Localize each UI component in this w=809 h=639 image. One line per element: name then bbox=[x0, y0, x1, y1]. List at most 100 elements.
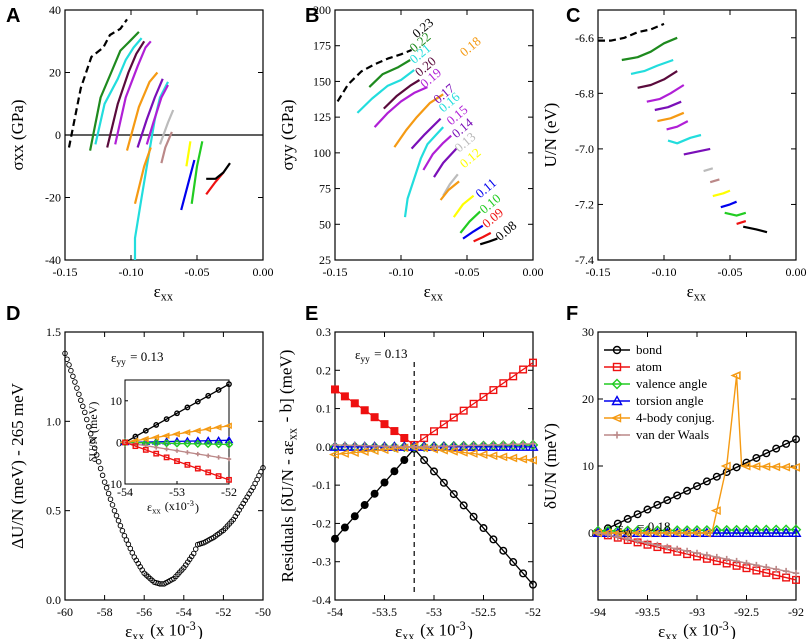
circle-marker bbox=[519, 569, 528, 578]
panel-E: E -54 -53.5 -53 -52.5 -52 -0.4 -0.3 -0.2 -0.1 0.0 0… bbox=[277, 303, 541, 639]
legend-label: bond bbox=[636, 342, 663, 357]
square-marker bbox=[390, 427, 399, 436]
square-marker bbox=[142, 446, 149, 453]
data-point bbox=[89, 438, 96, 444]
panel-C: C -0.15 -0.10 -0.05 0.00 -7.4 -7.2 -7.0 -6.8 -6.6… bbox=[541, 5, 807, 304]
triangle-left-marker bbox=[641, 528, 652, 538]
series-line bbox=[106, 40, 146, 148]
triangle-marker bbox=[193, 436, 203, 444]
data-point bbox=[72, 379, 78, 385]
panel-label-A: A bbox=[6, 5, 20, 27]
y-tick-label: -0.2 bbox=[312, 516, 331, 530]
series-label: 0.18 bbox=[457, 33, 484, 59]
series-line bbox=[703, 167, 714, 173]
circle-marker bbox=[683, 486, 692, 495]
diamond-marker bbox=[751, 524, 762, 536]
circle-marker bbox=[792, 435, 801, 444]
inset-y-tick-label: -10 bbox=[106, 477, 122, 491]
plus-marker bbox=[693, 549, 701, 557]
series-line bbox=[433, 147, 458, 178]
x-axis-label: εxx bbox=[424, 281, 445, 304]
series-line bbox=[136, 78, 164, 148]
triangle-left-marker bbox=[182, 429, 191, 436]
diamond-marker bbox=[204, 439, 213, 449]
series-line bbox=[742, 225, 768, 234]
triangle-marker bbox=[224, 435, 234, 444]
triangle-marker bbox=[468, 441, 480, 451]
legend-label: valence angle bbox=[636, 376, 707, 391]
series-line bbox=[393, 93, 444, 148]
x-tick-label: 0.00 bbox=[523, 265, 544, 279]
triangle-marker bbox=[711, 527, 723, 537]
inset-x-axis-label: εxx (x10-3 ) bbox=[147, 498, 199, 515]
series-line bbox=[89, 31, 140, 151]
plus-marker bbox=[664, 543, 671, 551]
series-line bbox=[646, 84, 685, 103]
square-marker bbox=[449, 413, 458, 422]
data-point bbox=[62, 350, 68, 357]
triangle-left-marker bbox=[631, 528, 642, 538]
series-line bbox=[473, 231, 492, 243]
triangle-left-marker bbox=[161, 432, 170, 439]
circle-marker bbox=[163, 416, 170, 423]
data-point bbox=[192, 546, 199, 552]
circle-marker bbox=[479, 524, 488, 533]
triangle-left-marker bbox=[681, 528, 692, 538]
triangle-left-marker bbox=[358, 447, 369, 457]
x-tick-label: -60 bbox=[57, 605, 73, 619]
series-line bbox=[383, 79, 421, 110]
plot-frame bbox=[64, 331, 264, 601]
plus-marker bbox=[713, 553, 721, 561]
plus-marker bbox=[226, 456, 232, 462]
diamond-marker bbox=[711, 524, 723, 536]
x-tick-label: 0.00 bbox=[786, 265, 807, 279]
legend-label: van der Waals bbox=[636, 427, 709, 442]
triangle-left-marker bbox=[730, 371, 741, 380]
series-line bbox=[422, 134, 452, 171]
x-axis-label: εxx (x 10-3 ) bbox=[658, 619, 736, 639]
square-marker bbox=[469, 399, 478, 408]
data-point bbox=[105, 490, 112, 497]
square-marker bbox=[205, 469, 212, 476]
data-point bbox=[123, 537, 130, 543]
y-tick-label: 125 bbox=[313, 110, 331, 124]
triangle-marker bbox=[497, 441, 509, 451]
legend-label: 4-body conjug. bbox=[636, 410, 715, 425]
plus-marker bbox=[391, 443, 398, 450]
circle-marker bbox=[184, 404, 191, 411]
data-point bbox=[107, 496, 114, 502]
triangle-marker bbox=[214, 435, 224, 444]
plus-marker bbox=[723, 555, 730, 563]
circle-marker bbox=[732, 463, 741, 472]
y-tick-label: -0.4 bbox=[312, 593, 331, 607]
triangle-marker bbox=[507, 441, 519, 451]
x-axis-label: εxx (x 10-3 ) bbox=[395, 619, 473, 639]
series-line bbox=[666, 120, 689, 131]
panel-D: D -60 -58 -56 -54 -52 -50 0.0 0.5 1.0 1.5 εxx (x 10… bbox=[6, 303, 271, 639]
square-marker bbox=[509, 372, 518, 381]
triangle-left-marker bbox=[338, 449, 349, 458]
panel-label-D: D bbox=[6, 303, 20, 325]
series-line bbox=[114, 40, 152, 145]
triangle-marker bbox=[527, 441, 539, 451]
triangle-marker bbox=[750, 527, 762, 537]
series-line bbox=[356, 69, 415, 114]
plus-marker bbox=[430, 443, 438, 450]
plus-marker bbox=[216, 455, 221, 460]
inset: -54 -53 -52 -10 0 10 εxx (x10-3 ) δU/N (meV) bbox=[86, 379, 237, 516]
x-tick-label: -52.5 bbox=[471, 605, 496, 619]
circle-marker bbox=[489, 535, 498, 544]
plus-marker bbox=[614, 533, 622, 541]
diamond-marker bbox=[741, 524, 752, 536]
triangle-left-marker bbox=[477, 450, 488, 460]
diamond-marker bbox=[183, 439, 192, 448]
triangle-left-marker bbox=[348, 448, 359, 457]
circle-marker bbox=[653, 500, 662, 509]
y-axis-label: δU/N (meV) bbox=[541, 423, 560, 509]
square-marker bbox=[174, 458, 180, 465]
y-tick-label: -6.6 bbox=[575, 31, 594, 45]
square-marker bbox=[226, 476, 232, 483]
triangle-left-marker bbox=[750, 461, 761, 471]
plus-marker bbox=[683, 547, 691, 555]
